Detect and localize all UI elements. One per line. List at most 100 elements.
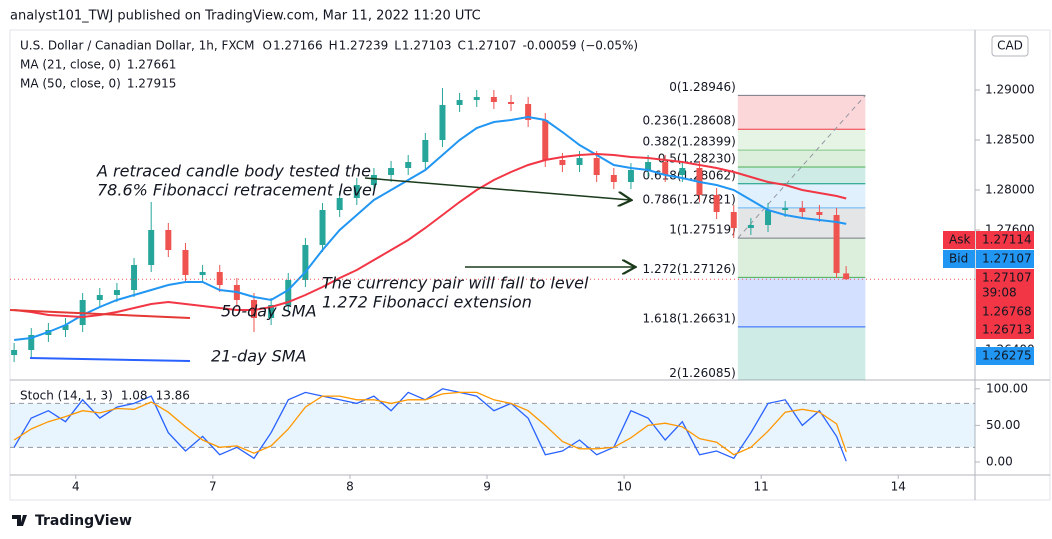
- candle-body: [131, 265, 138, 290]
- annotation: 21-day SMA: [211, 347, 307, 366]
- annotation: 78.6% Fibonacci retracement level: [97, 181, 377, 200]
- fib-label: 0.236(1.28608): [643, 114, 736, 128]
- fib-band: [737, 326, 866, 380]
- moving-average: [13, 152, 847, 319]
- brand: TradingView: [35, 513, 132, 529]
- logo-mark: [12, 515, 27, 526]
- legend-text: H: [329, 39, 338, 53]
- fib-label: 1.618(1.26631): [643, 311, 736, 325]
- fib-label: 1(1.27519): [669, 223, 736, 237]
- candle-body: [542, 120, 549, 160]
- candle-body: [165, 230, 172, 250]
- candle-body: [730, 212, 737, 228]
- candle-body: [199, 272, 206, 275]
- legend-text: 1.27166: [273, 39, 323, 53]
- candle-body: [353, 185, 360, 198]
- candle-body: [370, 175, 377, 185]
- candle-body: [456, 100, 463, 105]
- y-tick-label: 1.29000: [985, 83, 1035, 97]
- candle-body: [799, 208, 806, 212]
- x-tick-label: 9: [483, 480, 491, 494]
- candle-body: [302, 245, 309, 280]
- candle-body: [336, 198, 343, 210]
- candle-body: [662, 162, 669, 175]
- stoch-line: [13, 391, 847, 456]
- price-tag: 1.26713: [982, 323, 1032, 337]
- candle-body: [439, 105, 446, 140]
- fib-label: 2(1.26085): [669, 366, 736, 380]
- price-tag-box: [976, 303, 1034, 321]
- candle-body: [96, 295, 103, 300]
- candle-body: [679, 168, 686, 175]
- fib-label: 0(1.28946): [669, 80, 736, 94]
- candle-body: [765, 210, 772, 225]
- y-tick-label: 100.00: [986, 381, 1028, 395]
- candle-body: [405, 162, 412, 168]
- legend-text: O: [263, 39, 272, 53]
- price-tag: 1.27107: [982, 271, 1032, 285]
- candle-body: [525, 104, 532, 120]
- legend-text: 1.27103: [402, 39, 452, 53]
- price-tag: 1.26275: [982, 349, 1032, 363]
- candle-body: [843, 273, 850, 280]
- tag-label-box: [943, 231, 975, 249]
- fib-trend: [737, 95, 866, 239]
- legend-text: L: [394, 39, 401, 53]
- annotation: 1.272 Fibonacci extension: [322, 293, 532, 312]
- annotation: The currency pair will fall to level: [322, 274, 589, 293]
- arrow: [364, 177, 630, 200]
- legend-text: 1.08: [121, 389, 148, 403]
- candle-body: [113, 290, 120, 295]
- candle-body: [473, 97, 480, 100]
- x-tick-label: 4: [72, 480, 80, 494]
- fib-band: [737, 167, 866, 184]
- legend-text: 1.27661: [127, 58, 177, 72]
- x-tick-label: 7: [209, 480, 217, 494]
- moving-average: [13, 115, 847, 341]
- price-tag: 1.26768: [982, 305, 1032, 319]
- candle-body: [610, 175, 617, 182]
- tag-label: Ask: [949, 233, 970, 247]
- legend-text: 13.86: [156, 389, 190, 403]
- x-tick-label: 14: [891, 480, 906, 494]
- fib-band: [737, 150, 866, 167]
- sma-marker-line: [9, 309, 191, 319]
- fib-band: [737, 238, 866, 278]
- y-tick-label: 0.00: [986, 454, 1013, 468]
- stoch-line: [13, 388, 847, 462]
- sma-marker-line: [29, 357, 191, 362]
- candle-body: [148, 230, 155, 265]
- legend-text: MA (50, close, 0): [20, 77, 121, 91]
- candle-body: [576, 158, 583, 165]
- candle-body: [319, 210, 326, 245]
- x-tick-label: 10: [616, 480, 631, 494]
- legend-text: U.S. Dollar / Canadian Dollar, 1h, FXCM: [20, 39, 255, 53]
- candle-body: [216, 272, 223, 285]
- publisher-line: analyst101_TWJ published on TradingView.…: [10, 9, 481, 24]
- legend-text: -0.00059: [523, 39, 577, 53]
- candle-body: [645, 162, 652, 170]
- legend-text: C: [458, 39, 466, 53]
- price-tag-box: [976, 250, 1034, 268]
- candle-body: [268, 305, 275, 318]
- y-tick-label: 1.28500: [985, 133, 1035, 147]
- x-tick-label: 8: [346, 480, 354, 494]
- candle-body: [593, 158, 600, 175]
- legend-text: 1.27915: [127, 77, 177, 91]
- countdown: 39:08: [982, 286, 1017, 300]
- fib-label: 0.5(1.28230): [658, 152, 736, 166]
- tradingview-logo: TradingView: [12, 513, 132, 529]
- currency-box: [991, 35, 1029, 57]
- candle-body: [713, 195, 720, 212]
- candle-body: [747, 225, 754, 228]
- legend-text: (−0.05%): [581, 39, 639, 53]
- legend-text: Stoch (14, 1, 3): [20, 389, 113, 403]
- price-tag-box: [976, 321, 1034, 339]
- candle-body: [627, 170, 634, 182]
- legend-text: 1.27107: [467, 39, 517, 53]
- price-tag: 1.27107: [982, 252, 1032, 266]
- candle-body: [62, 325, 69, 330]
- fib-label: 1.272(1.27126): [643, 262, 736, 276]
